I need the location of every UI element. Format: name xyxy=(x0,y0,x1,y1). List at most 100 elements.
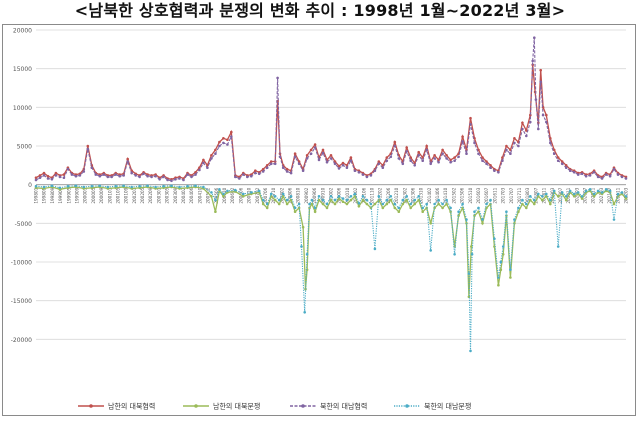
x-tick-label: 200806 xyxy=(288,187,293,203)
data-point xyxy=(365,202,369,206)
data-point xyxy=(361,173,365,176)
data-point xyxy=(381,202,385,206)
data-point xyxy=(501,159,504,162)
data-point xyxy=(102,173,106,176)
data-point xyxy=(278,155,282,159)
data-point xyxy=(269,160,273,163)
data-point xyxy=(357,201,361,205)
data-point xyxy=(46,174,50,178)
x-tick-label: 199805 xyxy=(42,187,47,203)
data-point xyxy=(521,198,524,202)
x-tick-label: 200201 xyxy=(132,187,137,203)
data-point xyxy=(525,206,528,210)
data-point xyxy=(226,189,229,193)
data-point xyxy=(409,159,413,162)
data-point xyxy=(66,167,70,171)
data-point xyxy=(588,188,592,191)
data-point xyxy=(234,175,237,179)
data-point xyxy=(485,162,488,166)
data-point xyxy=(130,185,133,189)
data-point xyxy=(624,177,628,180)
data-point xyxy=(42,174,46,177)
data-point xyxy=(381,166,385,169)
data-point xyxy=(349,159,353,162)
data-point xyxy=(429,162,433,166)
x-tick-label: 200406 xyxy=(189,187,194,203)
data-point xyxy=(178,185,181,189)
data-point xyxy=(222,141,225,145)
data-point xyxy=(38,176,42,179)
y-tick-label: -10000 xyxy=(11,260,32,267)
data-point xyxy=(470,253,474,256)
data-point xyxy=(489,166,492,169)
data-point xyxy=(238,177,241,180)
data-point xyxy=(281,192,285,196)
data-point xyxy=(592,195,596,198)
data-point xyxy=(337,197,341,200)
data-point xyxy=(564,164,568,167)
data-point xyxy=(122,174,125,177)
data-point xyxy=(612,202,616,206)
data-point xyxy=(461,140,464,143)
data-point xyxy=(405,195,409,198)
data-point xyxy=(98,184,102,188)
data-point xyxy=(333,162,337,166)
data-point xyxy=(310,202,314,206)
data-point xyxy=(545,195,548,198)
data-point xyxy=(261,202,265,206)
data-point xyxy=(401,162,405,166)
data-point xyxy=(509,152,512,155)
data-point xyxy=(533,36,536,39)
data-point xyxy=(413,164,417,167)
data-point xyxy=(425,144,429,148)
data-point xyxy=(194,173,197,176)
y-tick-label: 20000 xyxy=(13,28,32,35)
data-point xyxy=(580,197,584,200)
data-point xyxy=(437,202,440,206)
x-tick-label: 199801 xyxy=(34,187,39,203)
data-point xyxy=(545,120,548,124)
data-point xyxy=(86,144,90,148)
x-tick-label: 200502 xyxy=(206,187,211,203)
x-tick-label: 201302 xyxy=(402,187,407,203)
x-tick-label: 200109 xyxy=(124,187,129,203)
data-point xyxy=(453,159,456,162)
data-point xyxy=(445,157,448,160)
data-point xyxy=(409,202,413,206)
data-point xyxy=(425,148,429,152)
x-tick-label: 200410 xyxy=(197,187,202,203)
data-point xyxy=(82,185,86,189)
data-point xyxy=(106,175,110,179)
x-tick-label: 200001 xyxy=(83,187,88,203)
data-point xyxy=(421,159,425,162)
data-point xyxy=(300,245,303,248)
data-point xyxy=(62,176,66,179)
data-point xyxy=(269,192,273,196)
data-point xyxy=(257,172,261,176)
data-point xyxy=(549,141,552,145)
data-point xyxy=(421,206,425,210)
x-tick-label: 201603 xyxy=(476,187,481,203)
data-point xyxy=(499,260,503,264)
x-tick-label: 200005 xyxy=(91,187,96,203)
data-point xyxy=(134,174,137,177)
x-tick-label: 200902 xyxy=(304,187,309,203)
data-point xyxy=(58,175,62,179)
data-point xyxy=(289,171,293,175)
data-point xyxy=(142,172,145,176)
data-point xyxy=(401,198,405,202)
data-point xyxy=(381,206,385,210)
data-point xyxy=(417,154,421,157)
x-tick-label: 202003 xyxy=(574,187,579,203)
x-tick-label: 201310 xyxy=(419,187,424,203)
data-point xyxy=(357,171,361,174)
data-point xyxy=(114,184,117,188)
data-point xyxy=(445,202,448,206)
data-point xyxy=(485,202,488,206)
data-point xyxy=(385,198,389,202)
data-point xyxy=(505,144,508,148)
data-point xyxy=(182,178,185,182)
data-point xyxy=(42,185,46,189)
data-point xyxy=(106,185,110,189)
data-point xyxy=(214,210,217,213)
